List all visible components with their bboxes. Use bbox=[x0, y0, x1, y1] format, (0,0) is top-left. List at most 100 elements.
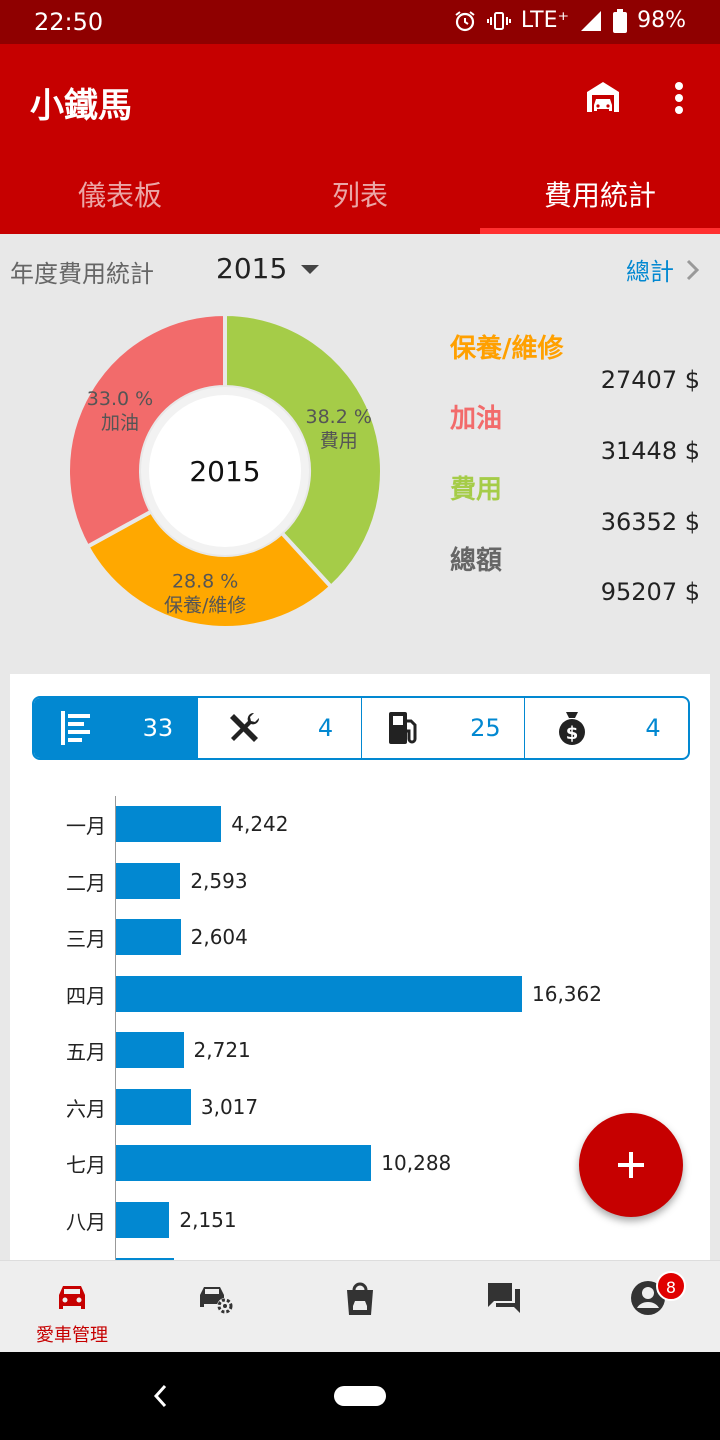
bar-category-label: 三月 bbox=[66, 927, 106, 951]
add-record-button[interactable] bbox=[579, 1113, 683, 1217]
tab-bar: 儀表板 列表 費用統計 bbox=[0, 150, 720, 234]
total-link[interactable]: 總計 bbox=[626, 252, 700, 287]
category-filter: 33 4 25 $ 4 bbox=[32, 696, 690, 760]
donut-slice-label: 費用 bbox=[320, 430, 358, 452]
nav-car-settings[interactable] bbox=[144, 1261, 288, 1352]
donut-slice-percent: 28.8 % bbox=[172, 570, 238, 592]
caret-down-icon bbox=[301, 265, 320, 274]
donut-slice-percent: 38.2 % bbox=[306, 406, 372, 428]
year-value: 2015 bbox=[216, 252, 288, 285]
legend-maintenance-value: 27407 $ bbox=[600, 366, 700, 394]
status-time: 22:50 bbox=[34, 8, 104, 36]
bar-row: 五月 2,721 bbox=[10, 1032, 710, 1068]
monthly-expense-card: 33 4 25 $ 4 一月 4,242 二月 2,593 三月 2,604 四月 16,36… bbox=[10, 674, 710, 1260]
nav-account[interactable]: 8 bbox=[576, 1261, 720, 1352]
filter-expense-count: 4 bbox=[645, 714, 661, 742]
fuel-pump-icon bbox=[389, 712, 417, 744]
car-settings-icon bbox=[200, 1287, 233, 1314]
plus-icon bbox=[618, 1152, 644, 1178]
legend-total-label: 總額 bbox=[450, 546, 503, 576]
donut-slice bbox=[66, 311, 227, 550]
bar-value-label: 4,242 bbox=[231, 812, 289, 836]
more-options-icon[interactable] bbox=[664, 78, 694, 118]
bar-row: 八月 2,151 bbox=[10, 1201, 710, 1238]
alarm-icon bbox=[455, 10, 475, 31]
status-icons: LTE⁺ 98% bbox=[453, 8, 686, 33]
bar-value-label: 2,151 bbox=[179, 1207, 237, 1232]
legend-fuel-value: 31448 $ bbox=[600, 437, 700, 465]
annual-summary: 年度費用統計 2015 總計 2015 38.2 % 費用 28.8 % 保養/維修 3… bbox=[0, 234, 720, 654]
bar bbox=[116, 1201, 170, 1238]
signal-icon bbox=[581, 10, 602, 31]
status-bar: 22:50 LTE⁺ 98% bbox=[0, 0, 720, 44]
shopping-bag-car-icon bbox=[347, 1282, 373, 1315]
list-icon bbox=[60, 711, 90, 745]
bar-row: 三月 2,604 bbox=[10, 919, 710, 955]
donut-center-label: 2015 bbox=[189, 455, 260, 488]
bar-category-label: 二月 bbox=[66, 870, 106, 895]
chevron-right-icon bbox=[686, 259, 700, 280]
bar-category-label: 一月 bbox=[66, 814, 106, 838]
home-button[interactable] bbox=[334, 1386, 386, 1406]
tab-dashboard[interactable]: 儀表板 bbox=[77, 179, 162, 212]
notification-badge: 8 bbox=[656, 1271, 686, 1301]
filter-maintenance-count: 4 bbox=[317, 714, 334, 742]
bar-value-label: 2,721 bbox=[193, 1038, 251, 1062]
app-title: 小鐵馬 bbox=[30, 86, 132, 126]
expense-donut-chart: 2015 38.2 %費用 28.8 %保養/維修 33.0 %加油 bbox=[66, 311, 384, 630]
system-navigation-bar bbox=[0, 1352, 720, 1440]
chat-icon bbox=[488, 1283, 520, 1313]
filter-fuel-count: 25 bbox=[470, 714, 501, 742]
tab-expense-stats[interactable]: 費用統計 bbox=[480, 150, 720, 234]
legend-expense-value: 36352 $ bbox=[600, 508, 700, 536]
bar bbox=[116, 1145, 372, 1181]
filter-expense[interactable]: $ 4 bbox=[525, 698, 688, 758]
year-dropdown[interactable]: 2015 bbox=[216, 252, 320, 285]
garage-icon[interactable] bbox=[584, 78, 622, 116]
legend-fuel-label: 加油 bbox=[450, 404, 503, 434]
year-stats-label: 年度費用統計 bbox=[10, 260, 154, 288]
bar-value-label: 3,017 bbox=[200, 1094, 259, 1119]
nav-messages[interactable] bbox=[432, 1261, 576, 1352]
bar bbox=[116, 1088, 191, 1125]
bar-value-label: 2,604 bbox=[190, 925, 248, 949]
nav-my-car-label: 愛車管理 bbox=[36, 1325, 108, 1346]
vibrate-icon bbox=[486, 11, 511, 30]
bar-value-label: 2,593 bbox=[190, 868, 248, 893]
app-bar: 小鐵馬 儀表板 列表 費用統計 bbox=[0, 44, 720, 234]
money-bag-icon: $ bbox=[558, 712, 585, 745]
donut-slice bbox=[223, 311, 384, 590]
filter-maintenance[interactable]: 4 bbox=[198, 698, 362, 758]
battery-icon bbox=[613, 8, 628, 33]
donut-slice-percent: 33.0 % bbox=[87, 388, 153, 410]
tab-list[interactable]: 列表 bbox=[331, 179, 388, 212]
bar bbox=[116, 1258, 174, 1260]
network-label: LTE⁺ bbox=[520, 8, 570, 33]
nav-my-car[interactable]: 愛車管理 bbox=[0, 1261, 144, 1352]
donut-hole bbox=[149, 395, 301, 547]
bar-row: 七月 10,288 bbox=[10, 1145, 710, 1181]
bar-category-label: 五月 bbox=[66, 1040, 106, 1064]
bar-category-label: 八月 bbox=[66, 1209, 106, 1234]
svg-text:$: $ bbox=[565, 723, 578, 744]
donut-slice-label: 加油 bbox=[101, 412, 139, 434]
battery-level: 98% bbox=[637, 8, 686, 33]
back-icon[interactable] bbox=[150, 1382, 170, 1410]
donut-slice bbox=[84, 508, 334, 630]
bar-category-label: 六月 bbox=[66, 1096, 106, 1121]
bar bbox=[116, 919, 181, 955]
bar-row: 六月 3,017 bbox=[10, 1088, 710, 1125]
bar-value-label: 10,288 bbox=[381, 1151, 452, 1175]
filter-fuel[interactable]: 25 bbox=[362, 698, 526, 758]
car-icon bbox=[59, 1286, 85, 1309]
nav-shop[interactable] bbox=[288, 1261, 432, 1352]
bar-row: 一月 4,242 bbox=[10, 806, 710, 842]
tools-icon bbox=[230, 712, 260, 742]
monthly-bar-chart: 一月 4,242 二月 2,593 三月 2,604 四月 16,362 五月 2,721 六月 3,… bbox=[10, 784, 710, 1260]
bar-category-label: 七月 bbox=[66, 1153, 106, 1177]
bar bbox=[116, 862, 181, 899]
bar-value-label: 16,362 bbox=[532, 981, 602, 1006]
chart-axis-line bbox=[115, 796, 116, 1260]
filter-all-count: 33 bbox=[142, 714, 174, 742]
filter-all[interactable]: 33 bbox=[34, 698, 198, 758]
